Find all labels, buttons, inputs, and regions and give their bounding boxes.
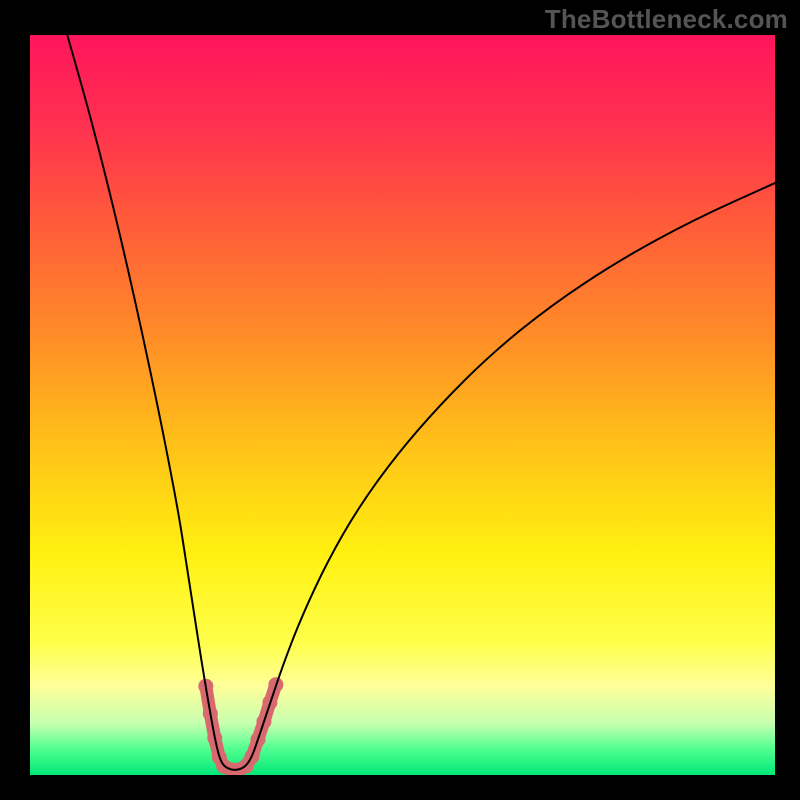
plot-area-gradient xyxy=(30,35,775,775)
chart-container: TheBottleneck.com xyxy=(0,0,800,800)
watermark-text: TheBottleneck.com xyxy=(545,4,788,35)
chart-svg xyxy=(0,0,800,800)
